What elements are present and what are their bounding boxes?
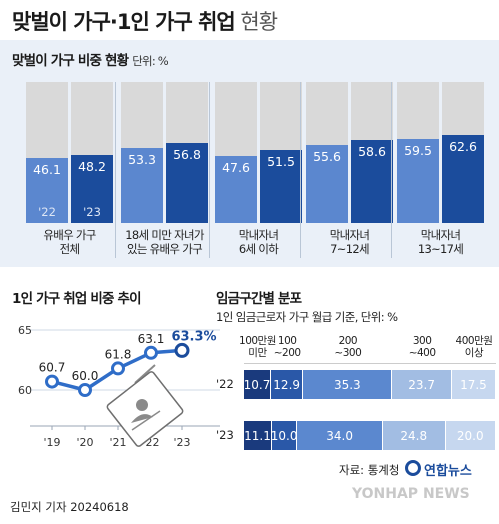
data-point xyxy=(174,342,190,358)
x-tick-label: '19 xyxy=(43,436,60,449)
bar-fill xyxy=(260,150,302,223)
y-tick-label: 60 xyxy=(18,384,32,397)
bar-column: 46.1 '22 xyxy=(26,82,68,223)
group-label: 막내자녀 6세 이하 xyxy=(238,228,279,256)
badge-person-head xyxy=(136,399,148,411)
bar-year-label: '23 xyxy=(83,205,101,219)
yonhap-logo-icon xyxy=(405,460,421,476)
logo-english-watermark: YONHAP NEWS xyxy=(352,486,470,502)
bar-column: 62.6 xyxy=(442,82,484,223)
bar-column: 51.5 xyxy=(260,82,302,223)
x-tick-label: '21 xyxy=(109,436,126,449)
data-point xyxy=(111,361,125,376)
y-tick-label: 65 xyxy=(18,324,32,337)
badge-text-line xyxy=(131,410,161,431)
x-tick-label: '23 xyxy=(173,436,190,449)
bar-segment: 20.0 xyxy=(445,421,495,450)
data-label: 63.3% xyxy=(171,329,216,344)
bar-fill xyxy=(121,147,163,223)
bar-fill xyxy=(71,155,113,223)
bin-label: 300 ~400 xyxy=(408,335,436,359)
badge-lanyard xyxy=(134,364,156,384)
bar-value-label: 51.5 xyxy=(267,154,295,170)
bar-value-label: 56.8 xyxy=(173,146,201,162)
single-employment-chart-title: 1인 가구 취업 비중 추이 xyxy=(12,291,142,307)
group-label: 18세 미만 자녀가 있는 유배우 가구 xyxy=(125,228,204,256)
bar-value-label: 47.6 xyxy=(222,159,250,175)
bar-value-label: 46.1 xyxy=(33,161,61,177)
row-label: '23 xyxy=(216,428,234,442)
data-point xyxy=(78,383,92,397)
group-label: 막내자녀 7~12세 xyxy=(329,228,370,256)
bar-value-label: 48.2 xyxy=(78,159,106,175)
bar-column: 55.6 xyxy=(306,82,348,223)
data-label: 61.8 xyxy=(105,347,132,361)
bin-label: 200 ~300 xyxy=(334,335,362,359)
bar-column: 53.3 xyxy=(121,82,163,223)
bar-segment: 23.7 xyxy=(392,370,451,399)
data-label: 60.0 xyxy=(72,369,99,383)
bin-label: 100 ~200 xyxy=(273,335,301,359)
bar-segment: 10.7 xyxy=(244,370,270,399)
bar-fill xyxy=(306,144,348,223)
bar-segment: 11.1 xyxy=(244,421,271,450)
page-title: 맞벌이 가구·1인 가구 취업 현황 xyxy=(12,10,278,34)
bin-label: 100만원 미만 xyxy=(239,335,276,359)
group-divider xyxy=(391,82,392,258)
bar-segment: 34.0 xyxy=(297,421,382,450)
group-label: 유배우 가구 전체 xyxy=(43,228,96,256)
data-label: 60.7 xyxy=(39,361,66,375)
bar-fill xyxy=(442,134,484,223)
logo-korean: 연합뉴스 xyxy=(424,464,472,479)
bar-segment: 24.8 xyxy=(382,421,445,450)
bar-year-label: '22 xyxy=(38,205,56,219)
bar-value-label: 53.3 xyxy=(128,151,156,167)
bar-fill xyxy=(215,155,257,223)
data-point xyxy=(144,345,158,360)
bar-column: 48.2 '23 xyxy=(71,82,113,223)
bar-fill xyxy=(26,158,68,223)
id-badge-icon xyxy=(106,364,184,447)
bar-segment: 12.9 xyxy=(270,370,303,399)
bar-column: 56.8 xyxy=(166,82,208,223)
bar-segment: 10.0 xyxy=(271,421,297,450)
source-note: 자료: 통계청 xyxy=(339,463,400,477)
bar-fill xyxy=(397,139,439,223)
bin-label: 400만원 이상 xyxy=(455,335,493,359)
bar-fill xyxy=(166,142,208,223)
group-divider xyxy=(115,82,116,258)
data-label: 63.1 xyxy=(138,332,165,346)
bar-column: 47.6 xyxy=(215,82,257,223)
byline: 김민지 기자 20240618 xyxy=(10,500,129,514)
bar-value-label: 55.6 xyxy=(313,148,341,164)
group-divider xyxy=(300,82,301,258)
wage-distribution-title: 임금구간별 분포 xyxy=(216,291,302,307)
group-divider xyxy=(209,82,210,258)
badge-person-body xyxy=(131,414,153,423)
bar-column: 58.6 xyxy=(351,82,393,223)
dual-income-chart-title: 맞벌이 가구 비중 현황 단위: % xyxy=(12,53,169,69)
legend-divider xyxy=(244,363,496,364)
bar-column: 59.5 xyxy=(397,82,439,223)
bar-fill xyxy=(351,140,393,223)
group-label: 막내자녀 13~17세 xyxy=(417,228,464,256)
x-tick-label: '20 xyxy=(76,436,93,449)
row-label: '22 xyxy=(216,377,234,391)
bar-segment: 35.3 xyxy=(303,370,392,399)
bar-value-label: 62.6 xyxy=(449,138,477,154)
wage-distribution-subtitle: 1인 임금근로자 가구 월급 기준, 단위: % xyxy=(216,310,398,324)
bar-segment: 17.5 xyxy=(451,370,495,399)
bar-value-label: 58.6 xyxy=(358,144,386,160)
data-point xyxy=(45,374,59,389)
bar-value-label: 59.5 xyxy=(404,143,432,159)
